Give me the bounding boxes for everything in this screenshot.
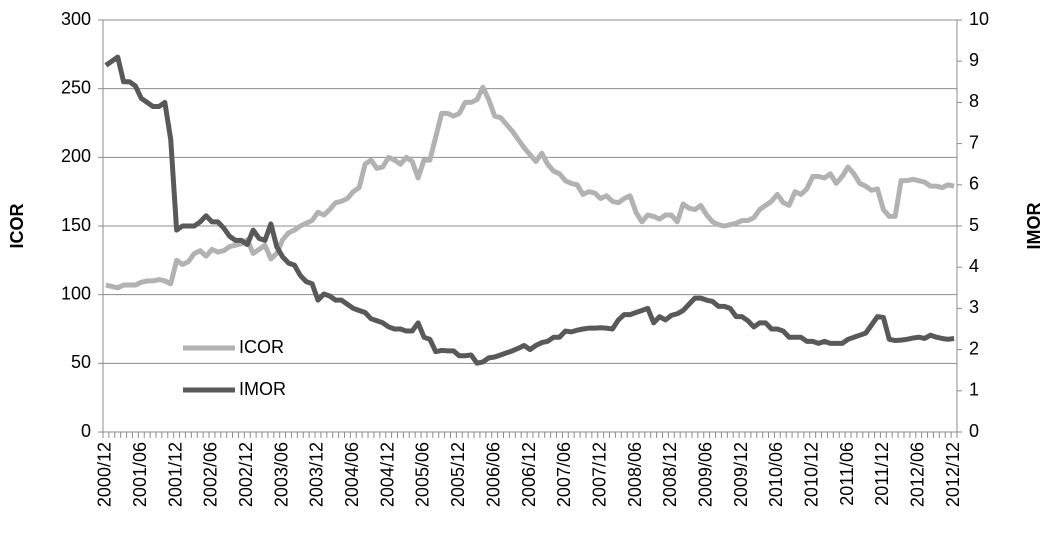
- series-line: [104, 54, 955, 366]
- legend-label: IMOR: [239, 379, 286, 399]
- y2-tick-label: 1: [969, 380, 979, 400]
- x-tick-label: 2011/06: [837, 442, 857, 506]
- legend-label: ICOR: [239, 337, 284, 357]
- y2-tick-label: 7: [969, 132, 979, 152]
- y-tick-label: 50: [71, 352, 91, 372]
- x-tick-label: 2009/06: [695, 442, 715, 507]
- x-tick-label: 2000/12: [95, 442, 115, 507]
- y2-tick-label: 2: [969, 338, 979, 358]
- x-tick-label: 2004/12: [377, 442, 397, 507]
- y-tick-label: 200: [61, 146, 91, 166]
- x-tick-label: 2008/12: [660, 442, 680, 507]
- x-tick-label: 2007/12: [589, 442, 609, 507]
- x-tick-label: 2008/06: [625, 442, 645, 507]
- y2-tick-label: 5: [969, 215, 979, 235]
- x-tick-label: 2005/06: [413, 442, 433, 507]
- y2-tick-label: 4: [969, 256, 979, 276]
- x-tick-label: 2007/06: [554, 442, 574, 507]
- y-tick-label: 0: [81, 421, 91, 441]
- x-tick-label: 2010/12: [801, 442, 821, 507]
- x-tick-label: 2001/12: [165, 442, 185, 507]
- y2-tick-label: 6: [969, 174, 979, 194]
- x-tick-label: 2001/06: [130, 442, 150, 507]
- x-tick-label: 2009/12: [731, 442, 751, 507]
- x-tick-label: 2003/12: [307, 442, 327, 507]
- y2-tick-label: 9: [969, 50, 979, 70]
- x-tick-label: 2002/12: [236, 442, 256, 507]
- x-tick-label: 2005/12: [448, 442, 468, 507]
- x-tick-label: 2012/06: [907, 442, 927, 507]
- y2-tick-label: 3: [969, 297, 979, 317]
- x-tick-label: 2002/06: [201, 442, 221, 507]
- series-line: [105, 84, 955, 291]
- y2-tick-label: 0: [969, 421, 979, 441]
- x-tick-label: 2003/06: [271, 442, 291, 507]
- y-tick-label: 300: [61, 9, 91, 29]
- x-tick-label: 2004/06: [342, 442, 362, 507]
- y2-tick-label: 8: [969, 91, 979, 111]
- y-tick-label: 100: [61, 283, 91, 303]
- y2-tick-label: 10: [969, 9, 989, 29]
- x-tick-label: 2011/12: [872, 442, 892, 506]
- y-tick-label: 150: [61, 215, 91, 235]
- y-tick-label: 250: [61, 77, 91, 97]
- y-axis-title: ICOR: [7, 203, 27, 248]
- x-tick-label: 2006/06: [483, 442, 503, 507]
- x-tick-label: 2010/06: [766, 442, 786, 507]
- y2-axis-title: IMOR: [1024, 203, 1044, 250]
- x-tick-label: 2012/12: [943, 442, 963, 507]
- x-tick-label: 2006/12: [519, 442, 539, 507]
